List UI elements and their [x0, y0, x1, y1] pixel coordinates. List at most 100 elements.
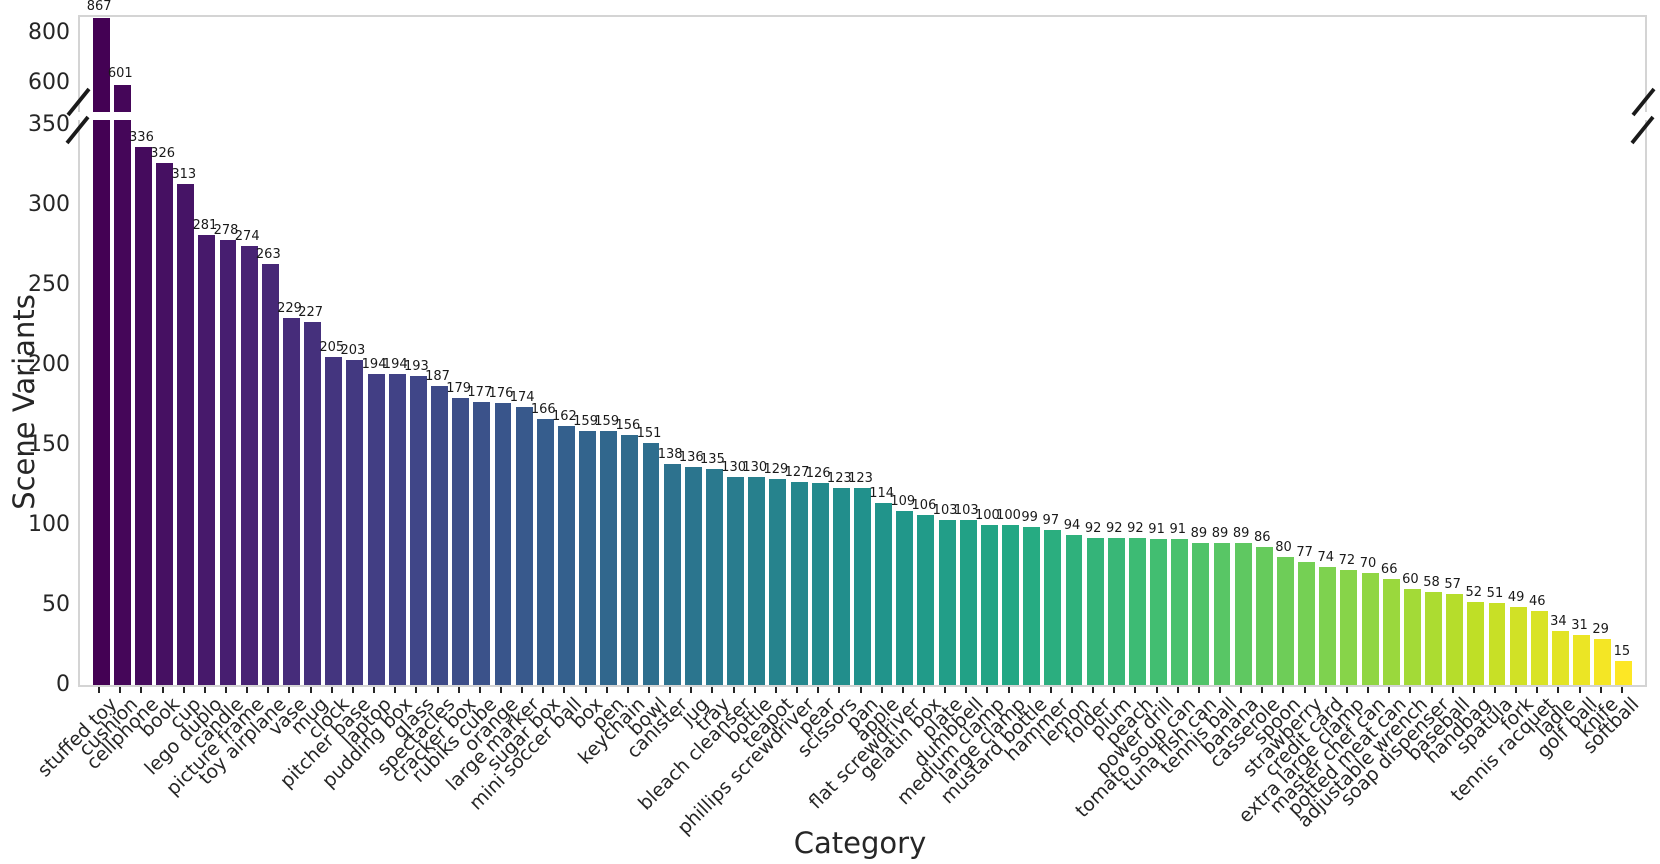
bar-value-label: 100 [996, 507, 1021, 523]
x-tick-mark [859, 687, 862, 693]
x-tick-mark [415, 687, 418, 693]
bar-value-label: 159 [573, 413, 598, 429]
x-tick-mark [986, 687, 989, 693]
bar-value-label: 281 [192, 218, 218, 234]
x-tick-mark [288, 687, 291, 693]
bar-value-label: 109 [890, 493, 916, 509]
y-axis-title: Scene Variants [7, 294, 41, 510]
bar-value-label: 135 [700, 451, 725, 467]
bar-value-label: 92 [1084, 520, 1102, 536]
bar-tennis-racquet [1530, 611, 1548, 685]
x-tick-mark [478, 687, 481, 693]
bar-value-label: 29 [1592, 621, 1609, 637]
bar-baseball [1446, 593, 1464, 685]
bar-value-label: 57 [1444, 576, 1461, 592]
bar-value-label: 278 [213, 223, 239, 239]
x-tick-mark [98, 687, 101, 693]
bar-value-label: 205 [319, 339, 345, 355]
x-tick-mark [584, 687, 587, 693]
bar-value-label: 91 [1148, 522, 1165, 538]
bar-value-label: 77 [1296, 544, 1313, 560]
bar-mustard-bottle [1023, 526, 1041, 685]
bar-teapot [769, 478, 787, 685]
x-tick-mark [838, 687, 841, 693]
bar-value-label: 34 [1550, 613, 1567, 629]
x-tick-mark [817, 687, 820, 693]
x-tick-mark [1599, 687, 1602, 693]
bar-value-label: 326 [150, 146, 176, 162]
bar-value-label: 194 [361, 357, 387, 373]
x-tick-mark [1240, 687, 1243, 693]
bar-value-label: 91 [1169, 522, 1186, 538]
bar-jug [684, 467, 702, 685]
bar-spectacles [431, 385, 448, 685]
bar-value-label: 80 [1275, 539, 1292, 555]
y-tick-label: 600 [28, 70, 70, 95]
x-tick-mark [1578, 687, 1581, 693]
bar-strawberry [1298, 561, 1316, 685]
bar-gelatin-box [917, 515, 935, 685]
bar-tomato-soup-can [1171, 539, 1189, 685]
x-tick-mark [965, 687, 968, 693]
bar-value-label: 123 [848, 471, 873, 487]
x-tick-mark [1367, 687, 1370, 693]
x-tick-mark [922, 687, 925, 693]
x-tick-mark [119, 687, 122, 693]
bar-value-label: 156 [615, 418, 641, 434]
bar-scissors [832, 488, 850, 685]
x-tick-mark [1134, 687, 1137, 693]
bar-soap-dispenser [1425, 592, 1442, 685]
bar-stuffed-toy [92, 120, 110, 685]
x-tick-mark [626, 687, 629, 693]
bar-phillips-screwdriver [790, 481, 808, 685]
bar-tennis-ball [1213, 542, 1231, 685]
bar-value-label: 94 [1063, 517, 1081, 533]
bar-master-chef-can [1361, 572, 1379, 685]
bar-value-label: 89 [1211, 525, 1229, 541]
bar-spatula [1488, 603, 1506, 685]
bar-bowl [642, 443, 660, 685]
x-tick-mark [1219, 687, 1222, 693]
bar-tuna-fish-can [1192, 542, 1210, 685]
bar-handbag [1467, 601, 1485, 685]
x-tick-mark [944, 687, 947, 693]
x-tick-mark [373, 687, 376, 693]
bar-tray [706, 468, 723, 685]
bar-value-label: 70 [1359, 555, 1377, 571]
x-tick-mark [246, 687, 249, 693]
bar-value-label: 138 [657, 447, 683, 463]
bar-value-label: 86 [1254, 530, 1271, 546]
bar-apple [875, 502, 893, 685]
x-tick-mark [351, 687, 354, 693]
upper-axis-panel [78, 15, 1647, 112]
bar-value-label: 66 [1380, 562, 1398, 578]
y-tick-label: 250 [28, 271, 70, 297]
bar-mug [304, 321, 322, 685]
x-tick-mark [457, 687, 460, 693]
bar-value-label: 99 [1021, 509, 1038, 525]
bar-adjustable-wrench [1403, 588, 1421, 685]
x-tick-mark [225, 687, 228, 693]
bar-picture-frame [240, 246, 258, 685]
x-tick-mark [648, 687, 650, 693]
bar-value-label: 179 [446, 381, 472, 397]
x-tick-mark [711, 687, 714, 693]
bar-value-label: 313 [171, 167, 197, 183]
bar-plum [1107, 537, 1125, 685]
bar-book [156, 163, 174, 685]
bar-value-label: 129 [763, 461, 789, 477]
x-tick-mark [1261, 687, 1264, 693]
x-tick-mark [1515, 687, 1518, 693]
bar-value-label: 106 [911, 498, 937, 514]
bar-box [579, 430, 596, 685]
x-tick-mark [1049, 687, 1052, 693]
bar-value-label: 177 [467, 384, 493, 400]
x-tick-mark [309, 687, 312, 693]
bar-value-label: 336 [129, 130, 154, 146]
y-tick-label: 800 [28, 20, 70, 45]
x-tick-mark [267, 687, 270, 693]
bar-value-label: 263 [255, 247, 281, 263]
x-tick-mark [1113, 687, 1116, 693]
bar-folder [1086, 537, 1104, 685]
bar-value-label: 74 [1317, 549, 1335, 565]
